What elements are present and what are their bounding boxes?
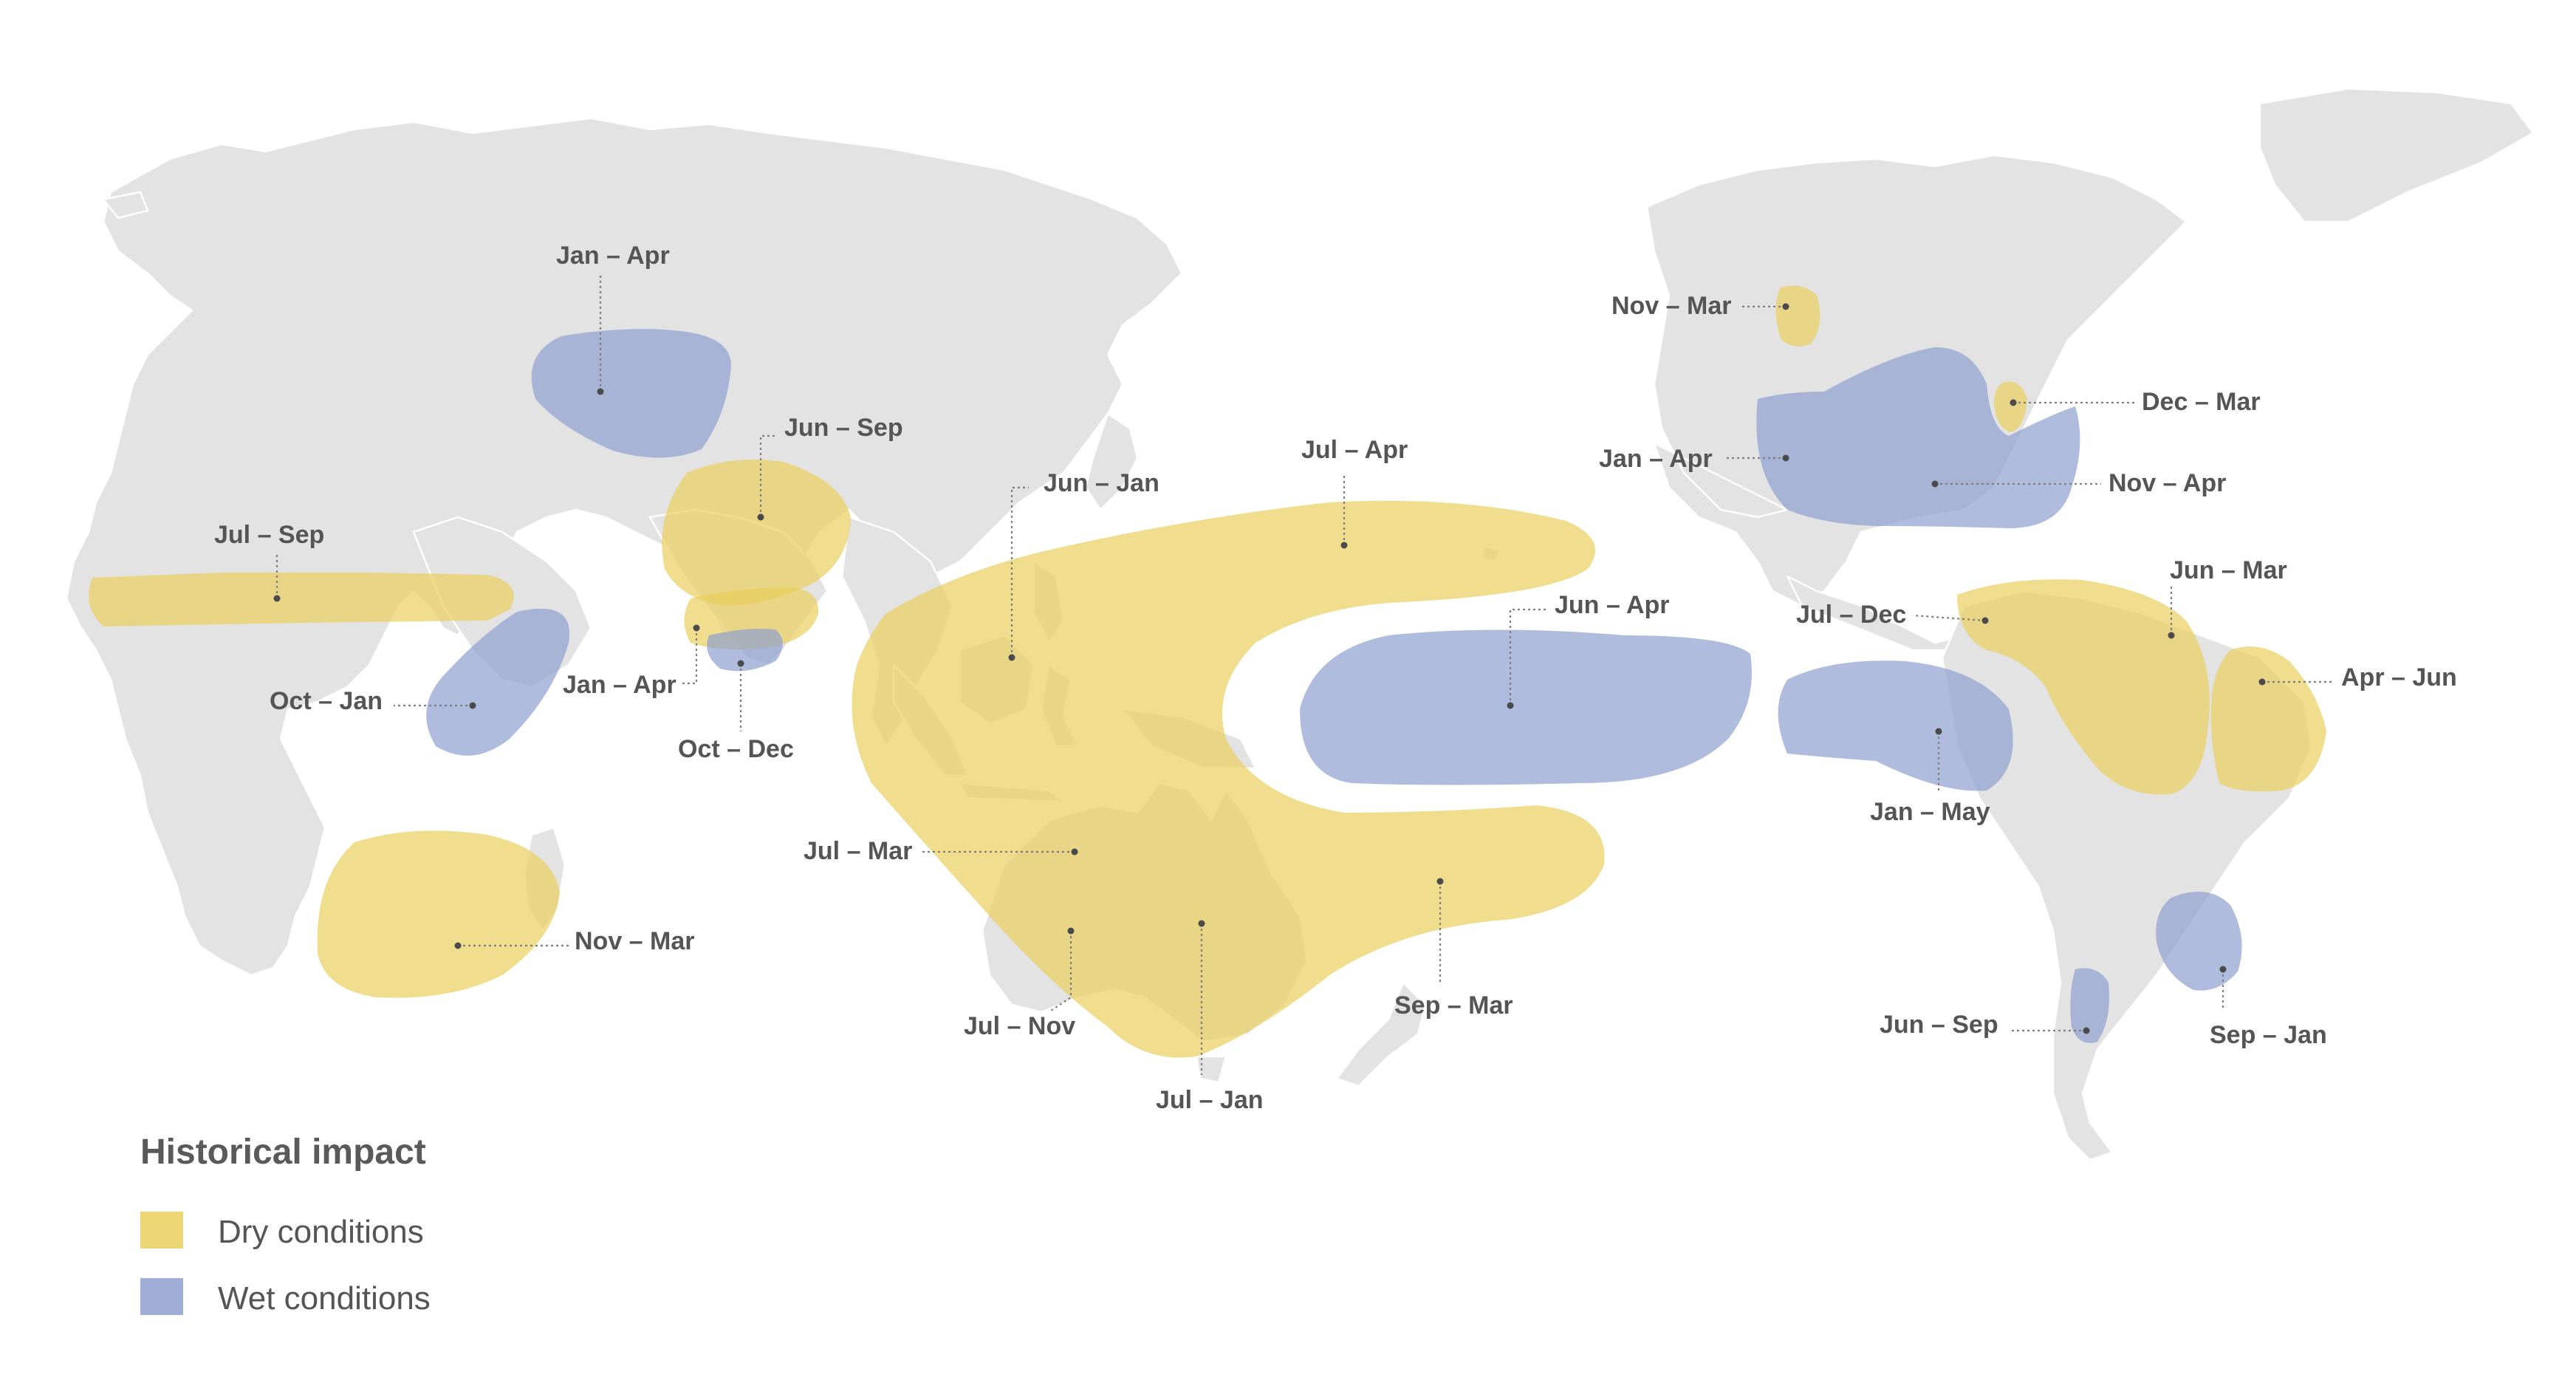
- region-central-asia: [531, 329, 731, 458]
- label-southern-africa: Nov – Mar: [575, 927, 695, 955]
- label-west-sahel: Jul – Sep: [214, 521, 324, 549]
- pin-central-america: [1981, 617, 1989, 624]
- landmass-iceland: [102, 191, 149, 219]
- label-india: Jun – Sep: [784, 414, 903, 442]
- landmass-new-zealand: [1335, 981, 1427, 1087]
- pin-southern-us-west: [1782, 454, 1789, 462]
- legend-wet-swatch: [140, 1278, 183, 1315]
- pin-southeast-australia: [1067, 927, 1075, 935]
- legend-dry-swatch: [140, 1212, 183, 1249]
- label-central-asia: Jan – Apr: [556, 242, 670, 270]
- pin-india: [757, 513, 764, 521]
- label-maritime-continent: Jun – Jan: [1044, 469, 1159, 497]
- pin-ecuador-peru: [1935, 728, 1942, 735]
- pin-west-sahel: [273, 595, 281, 602]
- legend-wet-label: Wet conditions: [218, 1280, 431, 1317]
- label-central-chile: Jun – Sep: [1880, 1011, 1998, 1039]
- label-southern-us-west: Jan – Apr: [1599, 445, 1713, 473]
- pin-southwest-pacific: [1436, 878, 1444, 885]
- label-ohio-valley: Dec – Mar: [2142, 388, 2261, 416]
- legend-dry-label: Dry conditions: [218, 1214, 424, 1250]
- label-central-america: Jul – Dec: [1796, 601, 1906, 629]
- legend: Historical impact Dry conditions Wet con…: [140, 1133, 431, 1317]
- label-east-africa: Oct – Jan: [270, 687, 383, 715]
- region-central-pacific: [1300, 629, 1752, 785]
- impact-regions: [89, 285, 2326, 1058]
- label-western-pacific: Jul – Apr: [1301, 436, 1408, 464]
- pin-east-africa: [469, 702, 476, 709]
- region-northern-south-america: [1957, 579, 2210, 795]
- legend-title: Historical impact: [140, 1133, 426, 1172]
- label-eastern-australia: Jul – Jan: [1156, 1086, 1264, 1114]
- label-northern-south-america: Jun – Mar: [2170, 556, 2287, 584]
- pin-central-chile: [2083, 1027, 2090, 1034]
- region-ohio-valley: [1994, 381, 2027, 432]
- label-sri-lanka: Oct – Dec: [678, 735, 794, 763]
- region-east-africa: [426, 608, 570, 756]
- pin-central-pacific: [1507, 702, 1514, 709]
- pin-southern-us-east: [1931, 480, 1939, 488]
- label-southern-us-east: Nov – Apr: [2109, 469, 2226, 497]
- region-pacific-northwest: [1775, 285, 1820, 346]
- pin-eastern-australia: [1198, 920, 1205, 927]
- label-south-india: Jan – Apr: [563, 671, 676, 699]
- region-labels: Jul – Sep Oct – Jan Nov – Mar Jan – Apr …: [214, 242, 2457, 1114]
- pin-northern-australia: [1071, 848, 1078, 856]
- pin-pacific-northwest: [1782, 303, 1789, 310]
- label-southeast-australia: Jul – Nov: [964, 1012, 1075, 1040]
- region-western-pacific-australia: [852, 500, 1605, 1058]
- pin-maritime-continent: [1008, 654, 1015, 661]
- label-pins: [273, 303, 2266, 1034]
- label-pacific-northwest: Nov – Mar: [1611, 292, 1732, 320]
- pin-northern-south-america: [2168, 632, 2175, 639]
- region-india: [662, 460, 851, 606]
- pin-south-india: [693, 624, 700, 632]
- landmass-greenland: [2258, 87, 2535, 223]
- label-central-pacific: Jun – Apr: [1555, 591, 1670, 619]
- label-ecuador-peru: Jan – May: [1870, 798, 1990, 826]
- leaders: [273, 273, 2334, 1075]
- pin-southeast-south-america: [2219, 966, 2227, 973]
- region-southeast-south-america: [2156, 892, 2242, 991]
- label-southeast-south-america: Sep – Jan: [2210, 1021, 2327, 1049]
- pin-sri-lanka: [737, 660, 744, 667]
- landmass-japan: [1084, 412, 1139, 511]
- pin-southern-africa: [454, 942, 462, 949]
- pin-ohio-valley: [2010, 399, 2017, 406]
- region-ecuador-peru: [1778, 660, 2013, 791]
- label-southwest-pacific: Sep – Mar: [1394, 991, 1513, 1020]
- region-northeast-brazil: [2210, 646, 2326, 792]
- landmass-tasmania: [1195, 1055, 1227, 1084]
- pin-western-pacific: [1340, 542, 1348, 549]
- region-southern-africa: [317, 830, 560, 998]
- region-central-chile: [2070, 968, 2109, 1043]
- label-northeast-brazil: Apr – Jun: [2341, 663, 2457, 692]
- pin-central-asia: [597, 388, 604, 395]
- region-southern-us: [1756, 347, 2080, 528]
- region-sri-lanka: [707, 629, 783, 672]
- label-northern-australia: Jul – Mar: [804, 837, 912, 865]
- region-west-sahel: [89, 573, 514, 626]
- pin-northeast-brazil: [2258, 678, 2266, 686]
